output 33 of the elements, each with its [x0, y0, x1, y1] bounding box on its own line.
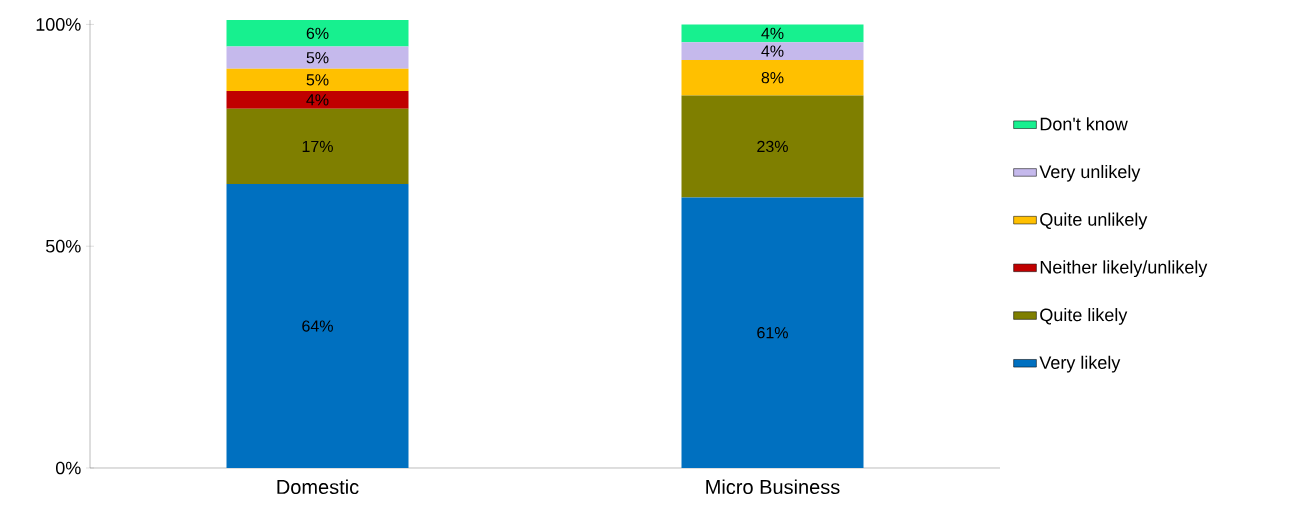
data-label: 23% [757, 140, 788, 153]
bar [226, 108, 409, 185]
bar [681, 95, 864, 198]
legend-label: Very unlikely [1039, 164, 1141, 182]
legend-label: Neither likely/unlikely [1040, 260, 1208, 278]
legend-label: Quite unlikely [1040, 212, 1148, 230]
y-tick-label: 50% [45, 239, 81, 253]
bar [681, 59, 864, 96]
bar [226, 90, 409, 109]
x-tick-label: Micro Business [706, 479, 840, 495]
x-tick-label: Domestic [277, 479, 359, 495]
legend-label: Quite likely [1040, 308, 1128, 325]
data-label: 5% [306, 52, 329, 64]
data-label: 64% [302, 320, 333, 332]
data-label: 6% [306, 27, 329, 39]
bar [226, 20, 409, 47]
y-tick-label: 0% [55, 461, 81, 475]
legend-label: Very likely [1039, 355, 1121, 373]
data-label: 4% [761, 27, 784, 39]
bar [226, 68, 409, 91]
bar [681, 197, 864, 468]
bar [226, 184, 409, 468]
data-label: 61% [757, 327, 788, 339]
data-label: 8% [761, 72, 784, 84]
data-label: 4% [306, 94, 329, 106]
data-label: 17% [302, 140, 333, 152]
y-tick-label: 100% [36, 18, 81, 31]
bar [681, 24, 864, 43]
data-label: 5% [306, 74, 329, 86]
data-label: 4% [761, 45, 784, 57]
bar [226, 46, 409, 69]
bar [681, 42, 864, 60]
legend-label: Don't know [1040, 117, 1128, 131]
